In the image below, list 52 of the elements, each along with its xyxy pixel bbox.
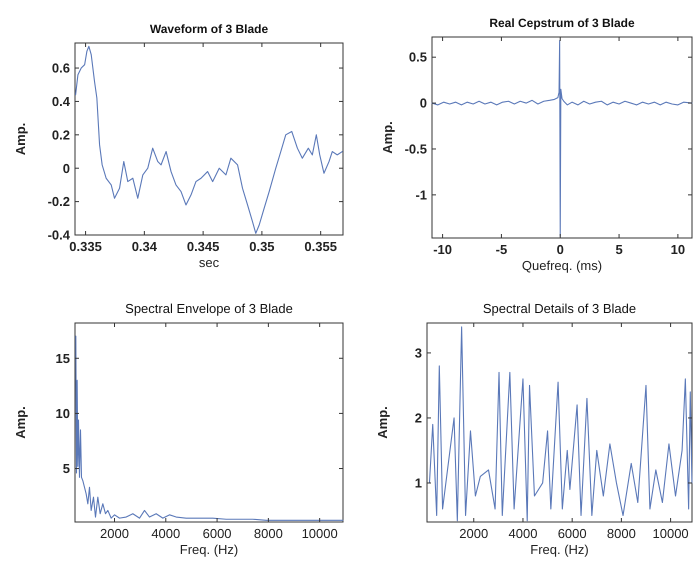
chart-title: Real Cepstrum of 3 Blade (489, 16, 636, 30)
x-tick-label: 0.35 (249, 239, 275, 254)
y-axis-title: Amp. (375, 406, 390, 439)
y-tick-label: -0.5 (404, 142, 427, 157)
y-tick-label: -1 (415, 187, 427, 202)
y-tick-label: -0.2 (48, 194, 70, 210)
chart-title: Spectral Envelope of 3 Blade (125, 301, 293, 316)
y-tick-label: 15 (56, 350, 70, 366)
x-tick-label: 8000 (254, 526, 283, 541)
y-axis-title: Amp. (380, 121, 395, 154)
x-tick-label: 6000 (558, 526, 587, 541)
line-series (431, 40, 693, 237)
y-tick-label: 2 (414, 410, 422, 426)
line-series (75, 46, 343, 234)
x-tick-label: 0 (556, 242, 564, 257)
x-axis-title: Quefreq. (ms) (522, 258, 602, 273)
x-tick-label: 10 (670, 242, 686, 257)
x-tick-label: 0.345 (186, 239, 220, 254)
line-series (75, 336, 344, 521)
x-tick-label: 10000 (652, 526, 689, 541)
x-axis-title: Freq. (Hz) (180, 542, 238, 557)
y-axis-title: Amp. (13, 406, 28, 439)
chart-title: Spectral Details of 3 Blade (482, 301, 636, 316)
y-tick-label: 1 (414, 476, 422, 491)
y-tick-label: 3 (414, 345, 422, 360)
x-tick-label: 0.34 (132, 239, 158, 254)
y-tick-label: 10 (56, 406, 70, 421)
x-tick-label: 8000 (606, 526, 636, 541)
y-tick-label: 0.5 (408, 50, 427, 65)
x-tick-label: -10 (433, 242, 452, 257)
y-tick-label: 0 (420, 96, 427, 111)
x-tick-label: 2000 (459, 526, 488, 541)
y-tick-label: 0.2 (52, 127, 70, 142)
x-axis-title: Freq. (Hz) (530, 542, 589, 557)
x-axis-title: sec (198, 255, 220, 270)
line-series (428, 326, 692, 522)
y-tick-label: -0.4 (48, 228, 71, 243)
x-tick-label: 0.335 (69, 239, 102, 254)
chart-title: Waveform of 3 Blade (150, 22, 268, 36)
y-tick-label: 0.6 (52, 60, 70, 76)
x-tick-label: 6000 (202, 526, 232, 541)
x-tick-label: 10000 (302, 526, 338, 541)
x-tick-label: 4000 (151, 526, 180, 541)
x-tick-label: 4000 (508, 526, 538, 541)
x-tick-label: 2000 (100, 526, 129, 541)
y-tick-label: 5 (62, 461, 70, 476)
y-axis-title: Amp. (13, 122, 28, 156)
x-tick-label: 5 (615, 242, 623, 257)
y-tick-label: 0 (62, 160, 70, 176)
x-tick-label: 0.355 (304, 239, 337, 254)
x-tick-label: -5 (496, 242, 508, 257)
y-tick-label: 0.4 (52, 94, 71, 109)
